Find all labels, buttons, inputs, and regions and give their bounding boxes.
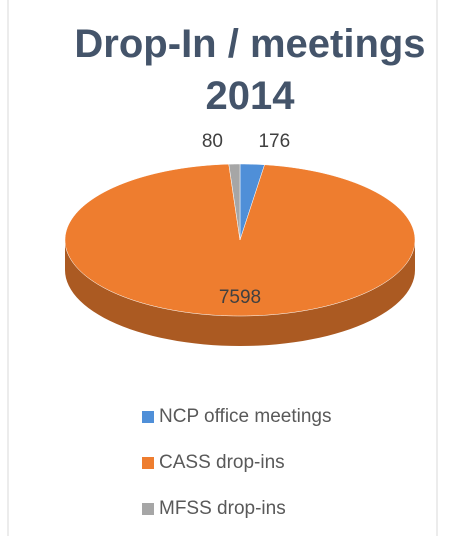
slice: [64, 163, 416, 317]
legend-swatch: [142, 457, 154, 469]
legend-swatch: [142, 503, 154, 515]
legend-swatch: [142, 411, 154, 423]
legend-label: MFSS drop-ins: [159, 498, 286, 519]
data-label: 80: [202, 131, 223, 152]
legend-label: NCP office meetings: [159, 406, 332, 427]
chart-title: Drop-In / meetings 2014: [74, 22, 426, 118]
slice-side: [65, 240, 415, 346]
data-label: 176: [258, 131, 290, 152]
legend-label: CASS drop-ins: [159, 452, 285, 473]
data-label: 7598: [219, 287, 261, 308]
slice: [228, 163, 241, 241]
